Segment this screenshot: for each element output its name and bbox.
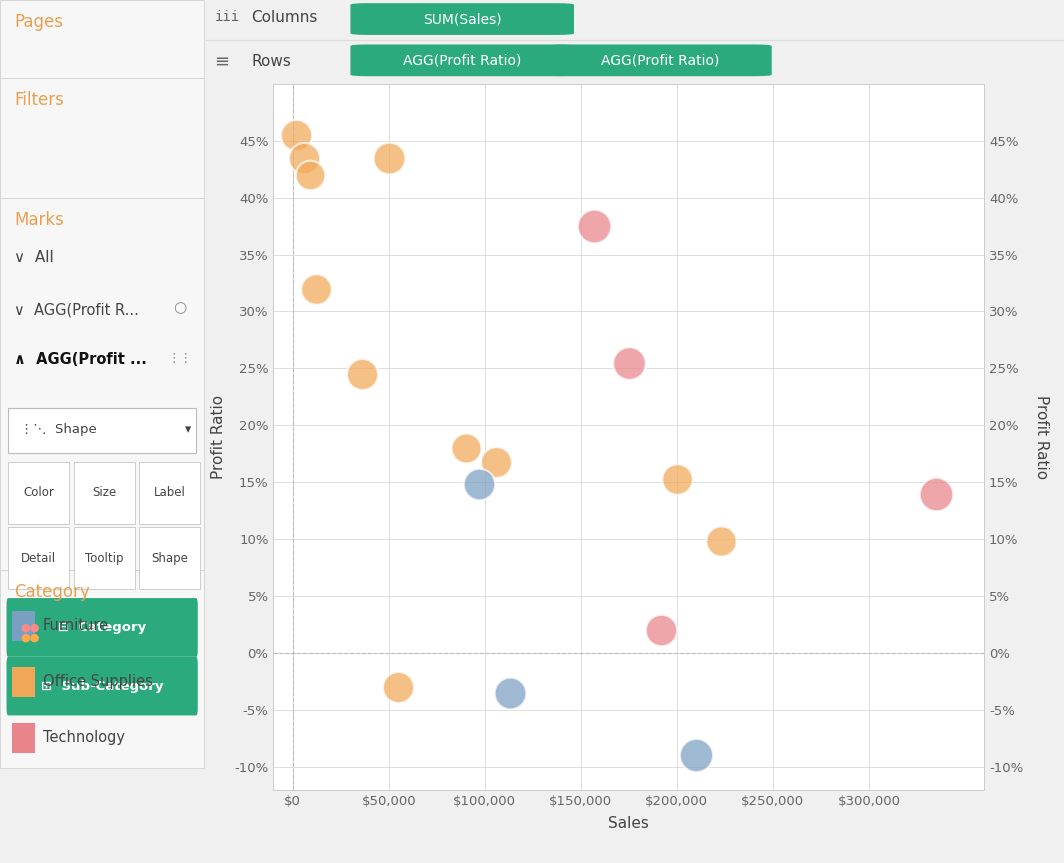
Point (470, 477, 487, 491)
Text: Color: Color (23, 486, 54, 500)
Text: ≡: ≡ (215, 53, 230, 71)
Bar (139, 462, 200, 524)
Point (687, 748, 704, 762)
Bar (139, 527, 200, 589)
Text: Rows: Rows (251, 54, 292, 69)
Point (301, 168, 318, 182)
Point (713, 534, 730, 548)
Bar (9, 527, 69, 589)
Text: Label: Label (153, 486, 185, 500)
FancyBboxPatch shape (350, 3, 573, 35)
FancyBboxPatch shape (6, 598, 198, 657)
Y-axis label: Profit Ratio: Profit Ratio (1034, 394, 1049, 479)
Text: Tooltip: Tooltip (85, 551, 123, 565)
Point (501, 686, 518, 700)
Text: Category: Category (14, 583, 90, 601)
Point (458, 441, 475, 455)
Text: ∧  AGG(Profit ...: ∧ AGG(Profit ... (14, 352, 147, 367)
Text: Shape: Shape (151, 551, 188, 565)
Point (307, 281, 325, 295)
Bar (13, 611, 35, 641)
Text: Marks: Marks (14, 211, 64, 230)
Text: iii: iii (215, 10, 239, 24)
Text: ●●: ●● (20, 622, 40, 633)
Text: ▾: ▾ (185, 423, 192, 437)
Text: Office Supplies: Office Supplies (43, 674, 153, 690)
Text: Furniture: Furniture (43, 618, 109, 633)
Point (288, 128, 305, 142)
Point (928, 487, 945, 501)
Bar (73, 462, 135, 524)
Point (586, 219, 603, 233)
Bar (0, 0, 204, 78)
Text: ⊞  Sub-Category: ⊞ Sub-Category (40, 679, 164, 693)
Text: Technology: Technology (43, 730, 124, 746)
Point (653, 623, 670, 637)
Point (389, 680, 406, 694)
Bar (9, 408, 196, 453)
Text: ∨  AGG(Profit R...: ∨ AGG(Profit R... (14, 302, 139, 317)
Text: SUM(Sales): SUM(Sales) (422, 12, 501, 26)
FancyBboxPatch shape (6, 657, 198, 715)
Bar (13, 723, 35, 753)
Point (487, 455, 504, 469)
Bar (0, 198, 204, 570)
Text: Filters: Filters (14, 91, 64, 109)
FancyBboxPatch shape (350, 45, 573, 76)
Bar (73, 527, 135, 589)
Bar (9, 462, 69, 524)
Point (353, 367, 370, 381)
Text: Size: Size (93, 486, 116, 500)
Text: Detail: Detail (21, 551, 56, 565)
Text: Columns: Columns (251, 10, 318, 25)
Text: ∨  All: ∨ All (14, 250, 54, 265)
Text: ⋮⋮: ⋮⋮ (167, 352, 193, 365)
Text: ⊟  Category: ⊟ Category (59, 620, 146, 634)
Text: AGG(Profit Ratio): AGG(Profit Ratio) (403, 54, 521, 67)
Text: AGG(Profit Ratio): AGG(Profit Ratio) (601, 54, 719, 67)
Bar (0, 570, 204, 768)
Text: ○: ○ (173, 300, 186, 315)
Text: ⋮⋱  Shape: ⋮⋱ Shape (20, 423, 97, 437)
Bar (13, 667, 35, 697)
Text: ●●: ●● (20, 633, 40, 643)
Bar (0, 78, 204, 198)
Y-axis label: Profit Ratio: Profit Ratio (211, 394, 226, 479)
Point (380, 151, 397, 165)
Point (668, 472, 685, 486)
Text: Pages: Pages (14, 13, 63, 31)
Point (620, 356, 637, 369)
Point (296, 151, 313, 165)
X-axis label: Sales: Sales (609, 816, 649, 831)
FancyBboxPatch shape (548, 45, 771, 76)
